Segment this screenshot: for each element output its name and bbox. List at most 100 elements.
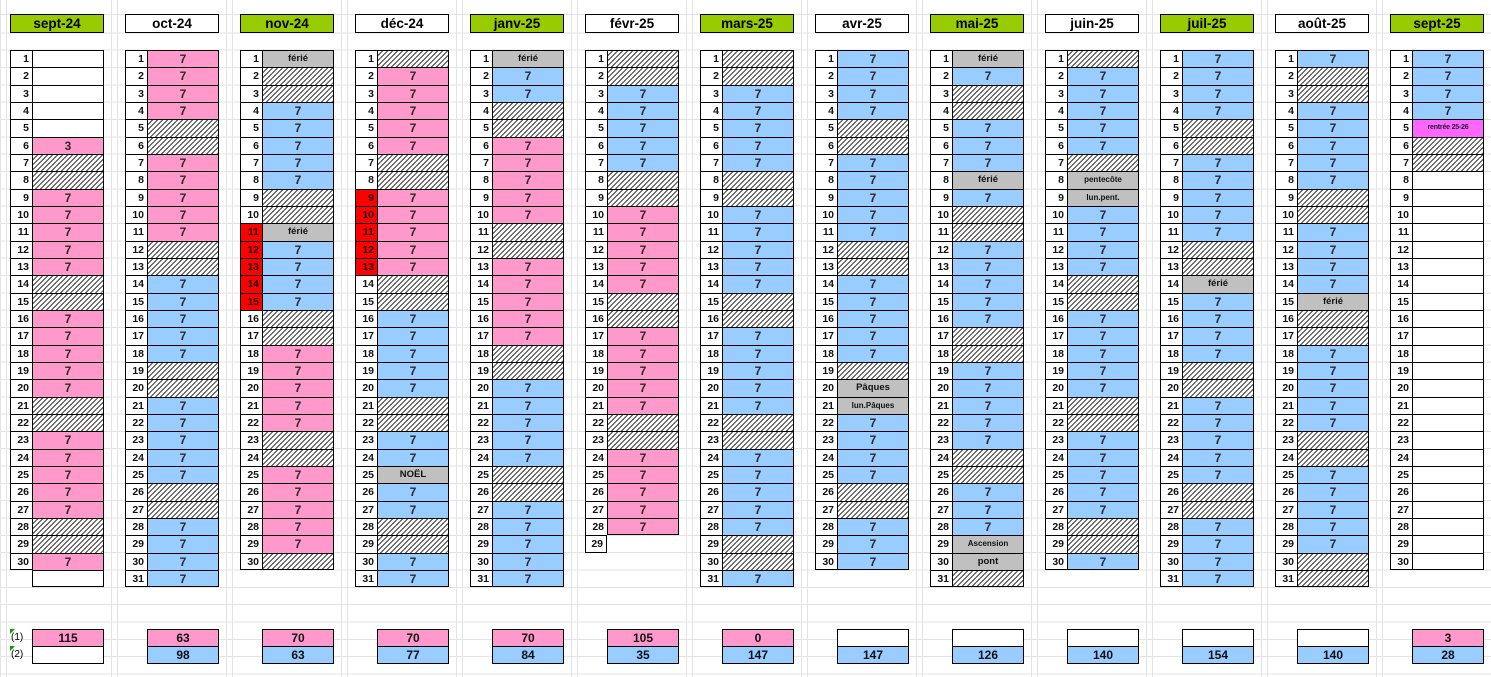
work-hours-cell[interactable]: 7 (607, 275, 679, 293)
weekend-cell[interactable] (377, 49, 449, 68)
day-cell[interactable]: 14 (1275, 275, 1297, 293)
day-cell[interactable]: 13 (585, 257, 607, 276)
day-cell[interactable]: 27 (125, 500, 147, 518)
work-hours-cell[interactable]: 7 (262, 257, 334, 276)
work-hours-cell[interactable]: 7 (1412, 101, 1484, 120)
work-hours-cell[interactable]: 7 (952, 500, 1024, 518)
weekend-cell[interactable] (262, 67, 334, 85)
day-cell[interactable]: 18 (10, 344, 32, 362)
work-hours-cell[interactable]: 7 (492, 153, 564, 172)
weekend-cell[interactable] (607, 49, 679, 68)
holiday-cell[interactable]: férié (952, 171, 1024, 189)
day-cell[interactable]: 1 (1160, 49, 1182, 68)
day-cell[interactable]: 19 (125, 361, 147, 380)
day-cell[interactable]: 9 (700, 188, 722, 206)
day-cell[interactable]: 31 (125, 569, 147, 588)
day-cell[interactable]: 5 (1160, 119, 1182, 137)
weekend-cell[interactable] (1182, 119, 1254, 137)
work-hours-cell[interactable]: 7 (262, 483, 334, 501)
work-hours-cell[interactable]: 7 (1067, 344, 1139, 362)
weekend-cell[interactable] (1182, 379, 1254, 397)
empty-cell[interactable] (1412, 413, 1484, 432)
day-cell[interactable]: 26 (1390, 483, 1412, 501)
day-cell[interactable]: 20 (355, 379, 377, 397)
work-hours-cell[interactable]: 7 (722, 465, 794, 484)
day-cell[interactable]: 24 (1390, 448, 1412, 466)
day-cell[interactable]: 12 (1160, 240, 1182, 258)
work-hours-cell[interactable]: 7 (377, 361, 449, 380)
work-hours-cell[interactable]: 7 (1182, 413, 1254, 432)
day-cell[interactable]: 26 (930, 483, 952, 501)
day-cell[interactable]: 27 (240, 500, 262, 518)
day-cell[interactable]: 26 (470, 483, 492, 501)
day-cell[interactable]: 25 (355, 465, 377, 484)
work-hours-cell[interactable]: 7 (952, 292, 1024, 310)
work-hours-cell[interactable]: 7 (377, 119, 449, 137)
day-cell[interactable]: 23 (125, 431, 147, 449)
work-hours-cell[interactable]: 7 (837, 535, 909, 553)
holiday-cell[interactable]: pont (952, 552, 1024, 570)
weekend-cell[interactable] (1067, 153, 1139, 172)
work-hours-cell[interactable]: 7 (492, 500, 564, 518)
weekend-cell[interactable] (952, 205, 1024, 224)
day-cell[interactable]: 2 (1390, 67, 1412, 85)
weekend-cell[interactable] (837, 483, 909, 501)
work-hours-cell[interactable]: 7 (1067, 101, 1139, 120)
weekend-cell[interactable] (492, 483, 564, 501)
work-hours-cell[interactable]: 7 (147, 67, 219, 85)
holiday-cell[interactable]: Pâques (837, 379, 909, 397)
day-cell[interactable]: 2 (815, 67, 837, 85)
day-cell[interactable]: 9 (240, 188, 262, 206)
day-cell[interactable]: 28 (1160, 517, 1182, 536)
day-cell[interactable]: 5 (125, 119, 147, 137)
work-hours-cell[interactable]: 7 (1297, 535, 1369, 553)
empty-cell[interactable] (32, 67, 104, 85)
weekend-cell[interactable] (722, 431, 794, 449)
day-cell[interactable]: 5 (1045, 119, 1067, 137)
day-cell[interactable]: 14 (125, 275, 147, 293)
work-hours-cell[interactable]: 7 (722, 517, 794, 536)
day-cell[interactable]: 18 (240, 344, 262, 362)
weekend-cell[interactable] (147, 361, 219, 380)
work-hours-cell[interactable]: 7 (837, 431, 909, 449)
day-cell[interactable]: 27 (1045, 500, 1067, 518)
work-hours-cell[interactable]: 7 (1297, 240, 1369, 258)
day-cell[interactable]: 6 (1160, 136, 1182, 154)
total-hours-1-cell[interactable]: 70 (492, 629, 564, 648)
day-cell[interactable]: 18 (1275, 344, 1297, 362)
work-hours-cell[interactable]: 7 (1182, 327, 1254, 345)
day-cell[interactable]: 3 (815, 84, 837, 102)
weekend-cell[interactable] (1067, 517, 1139, 536)
day-cell[interactable]: 1 (700, 49, 722, 68)
day-cell[interactable]: 12 (10, 240, 32, 258)
work-hours-cell[interactable]: 7 (837, 309, 909, 328)
work-hours-cell[interactable]: 7 (377, 136, 449, 154)
work-hours-cell[interactable]: 7 (607, 205, 679, 224)
work-hours-cell[interactable]: 7 (952, 413, 1024, 432)
day-cell[interactable]: 13 (1045, 257, 1067, 276)
day-cell[interactable]: 2 (1275, 67, 1297, 85)
work-hours-cell[interactable]: 7 (1297, 257, 1369, 276)
work-hours-cell[interactable]: 7 (147, 535, 219, 553)
day-cell[interactable]: 8 (240, 171, 262, 189)
work-hours-cell[interactable]: 7 (32, 309, 104, 328)
work-hours-cell[interactable]: 7 (1067, 483, 1139, 501)
work-hours-cell[interactable]: 7 (607, 153, 679, 172)
weekend-cell[interactable] (722, 188, 794, 206)
day-cell[interactable]: 30 (1390, 552, 1412, 570)
work-hours-cell[interactable]: 7 (1182, 309, 1254, 328)
day-cell[interactable]: 27 (355, 500, 377, 518)
day-cell[interactable]: 16 (470, 309, 492, 328)
day-cell[interactable]: 4 (240, 101, 262, 120)
weekend-cell[interactable] (1297, 448, 1369, 466)
work-hours-cell[interactable]: 7 (607, 361, 679, 380)
day-cell[interactable]: 12 (815, 240, 837, 258)
day-cell[interactable]: 18 (930, 344, 952, 362)
work-hours-cell[interactable]: 7 (1182, 344, 1254, 362)
total-hours-2-cell[interactable]: 126 (952, 646, 1024, 665)
day-cell[interactable]: 1 (1045, 49, 1067, 68)
work-hours-cell[interactable]: 7 (492, 205, 564, 224)
weekend-cell[interactable] (262, 327, 334, 345)
work-hours-cell[interactable]: 7 (32, 483, 104, 501)
work-hours-cell[interactable]: 7 (262, 240, 334, 258)
